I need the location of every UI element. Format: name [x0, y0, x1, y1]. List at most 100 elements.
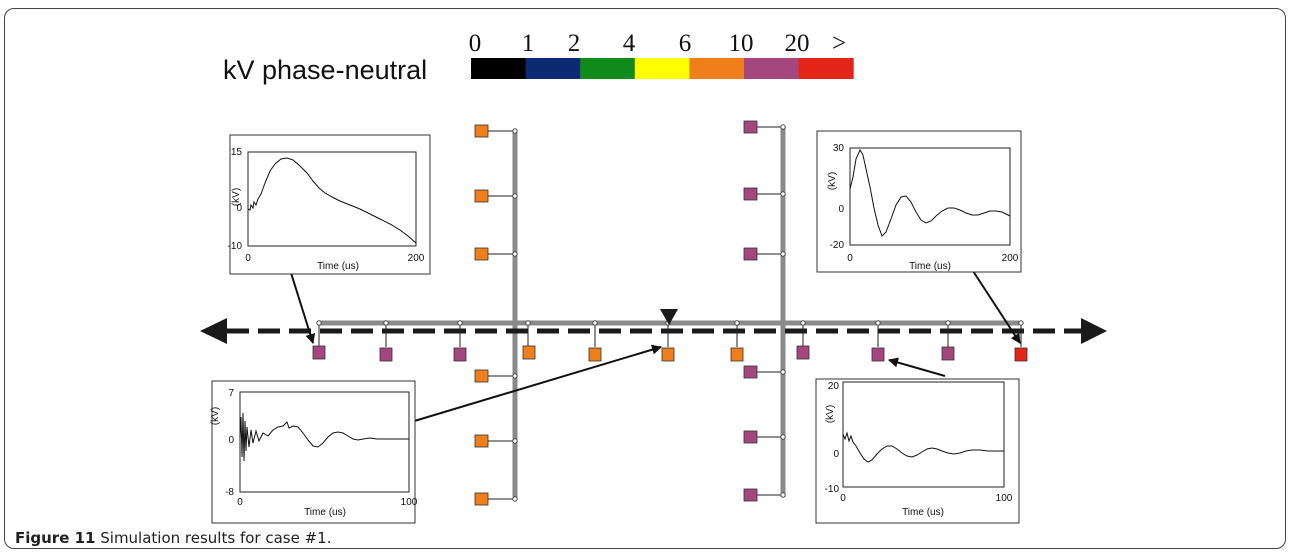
junction-dot [513, 439, 517, 443]
junction-dot [513, 374, 517, 378]
y-axis-label: (kV) [825, 405, 836, 423]
junction-dot [781, 493, 785, 497]
inset-frame [817, 131, 1021, 272]
inset-plot-bottom-right: 20 0 -10 0 100 Time (us) (kV) [816, 379, 1019, 523]
y-axis-label: (kV) [210, 407, 221, 425]
lateral-left-nodes [475, 125, 515, 505]
node-marker-purple [797, 346, 809, 359]
legend-swatch-1-2 [526, 58, 581, 79]
legend-tick-labels: 0 1 2 4 6 10 20 > [469, 30, 846, 57]
figure-caption: Figure 11 Simulation results for case #1… [15, 529, 331, 547]
node-marker-orange [475, 370, 488, 382]
junction-dot [781, 370, 785, 374]
legend-tick-2: 2 [568, 30, 581, 57]
node-marker-purple [454, 348, 466, 361]
y-tick-label: 7 [228, 388, 234, 399]
legend-tick-6: 20 [785, 30, 810, 57]
lateral-right-nodes [744, 121, 783, 501]
node-marker-purple [744, 431, 757, 443]
y-tick-label: 0 [228, 435, 234, 446]
node-marker-orange [662, 348, 674, 361]
node-marker-purple [942, 347, 954, 360]
pointer-arrow-bottom-left [411, 347, 661, 422]
node-marker-orange [523, 346, 535, 359]
x-tick-label: 100 [401, 497, 418, 508]
node-marker-red [1015, 348, 1027, 361]
junction-dot [317, 321, 321, 325]
network-diagram: kV phase-neutral 0 1 2 4 6 10 20 > [5, 9, 1286, 549]
junction-dot [526, 321, 530, 325]
y-axis-label: (kV) [827, 172, 838, 190]
node-marker-purple [744, 248, 757, 260]
x-tick-label: 200 [408, 253, 425, 264]
node-marker-purple [744, 121, 757, 133]
legend-tick-4: 6 [679, 30, 692, 57]
y-tick-label: -10 [228, 241, 243, 252]
caption-label: Figure 11 [15, 529, 95, 547]
figure-frame: kV phase-neutral 0 1 2 4 6 10 20 > [4, 8, 1286, 549]
y-tick-label: -8 [225, 487, 234, 498]
x-tick-label: 0 [245, 253, 251, 264]
y-tick-label: -10 [825, 484, 840, 495]
y-tick-label: 0 [833, 449, 839, 460]
node-marker-orange [475, 125, 488, 137]
node-marker-purple [744, 188, 757, 200]
junction-dot [781, 252, 785, 256]
legend-swatch-4-6 [635, 58, 690, 79]
junction-dot [593, 321, 597, 325]
inset-frame [230, 135, 430, 274]
x-tick-label: 0 [840, 493, 846, 504]
node-marker-purple [744, 366, 757, 378]
x-tick-label: 100 [996, 493, 1013, 504]
junction-dot [781, 125, 785, 129]
node-marker-orange [589, 348, 601, 361]
junction-dot [801, 321, 805, 325]
junction-dot [513, 194, 517, 198]
junction-dot [781, 435, 785, 439]
legend-swatch-10-20 [744, 58, 799, 79]
legend-tick-1: 1 [522, 30, 535, 57]
x-tick-label: 0 [847, 253, 853, 264]
x-axis-label: Time (us) [909, 261, 951, 272]
x-axis-label: Time (us) [317, 261, 359, 272]
node-marker-orange [731, 348, 743, 361]
legend-swatch-6-10 [689, 58, 744, 79]
node-marker-purple [872, 348, 884, 361]
y-axis-label: (kV) [231, 188, 242, 206]
voltage-legend: kV phase-neutral 0 1 2 4 6 10 20 > [223, 30, 854, 85]
feeder-right-arrowhead [1081, 318, 1107, 344]
junction-dot [781, 192, 785, 196]
junction-dot [384, 321, 388, 325]
legend-tick-0: 0 [469, 30, 482, 57]
junction-dot [513, 129, 517, 133]
node-marker-purple [313, 346, 325, 359]
junction-dot [735, 321, 739, 325]
caption-text: Simulation results for case #1. [95, 529, 331, 547]
node-marker-orange [475, 435, 488, 447]
y-tick-label: 15 [231, 147, 243, 158]
legend-tick-7: > [832, 30, 846, 57]
junction-dot [946, 321, 950, 325]
node-marker-orange [475, 248, 488, 260]
inset-plot-top-left: 15 0 -10 0 200 Time (us) (kV) [228, 135, 430, 274]
lateral-lines [515, 126, 783, 499]
x-tick-label: 0 [237, 497, 243, 508]
junction-dot [458, 321, 462, 325]
y-tick-label: 30 [833, 143, 845, 154]
junction-dot [513, 252, 517, 256]
junction-dot [513, 497, 517, 501]
legend-color-bar [471, 58, 854, 79]
legend-swatch->20 [799, 58, 854, 79]
legend-tick-5: 10 [729, 30, 754, 57]
node-marker-purple [744, 489, 757, 501]
node-marker-orange [475, 190, 488, 202]
y-tick-label: -20 [830, 240, 845, 251]
junction-dot [1019, 321, 1023, 325]
node-marker-orange [475, 493, 488, 505]
pointer-arrow-bottom-right [889, 360, 945, 376]
inset-plot-bottom-left: 7 0 -8 0 100 Time (us) (kV) [210, 381, 418, 523]
legend-swatch-0-1 [471, 58, 526, 79]
x-axis-label: Time (us) [902, 507, 944, 518]
legend-swatch-2-4 [580, 58, 635, 79]
legend-title: kV phase-neutral [223, 55, 427, 85]
